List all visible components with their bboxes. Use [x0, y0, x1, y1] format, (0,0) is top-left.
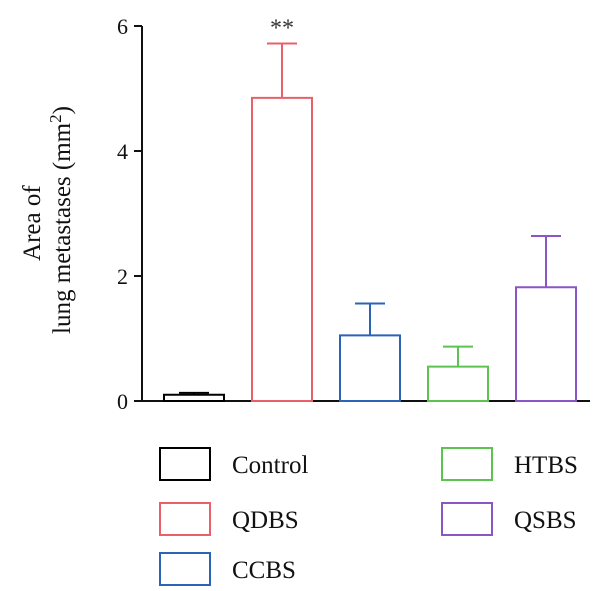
legend-label-qsbs: QSBS — [514, 507, 577, 534]
legend-swatch-qsbs — [441, 502, 493, 536]
y-axis: 0 2 4 6 — [117, 14, 590, 414]
y-axis-label-line1: Area of — [19, 185, 46, 261]
y-tick-label: 4 — [117, 139, 128, 164]
legend: Control QDBS CCBS HTBS QSBS — [159, 447, 578, 586]
legend-swatch-qdbs — [159, 502, 211, 536]
legend-swatch-htbs — [441, 447, 493, 481]
y-axis-label-close: ) — [49, 106, 76, 114]
bar-qdbs — [251, 96, 313, 402]
legend-label-control: Control — [232, 452, 308, 479]
bar-ccbs — [339, 334, 401, 402]
y-tick-label: 2 — [117, 264, 128, 289]
bars: ** — [163, 16, 577, 402]
bar-qsbs — [515, 286, 577, 402]
legend-label-ccbs: CCBS — [232, 557, 296, 584]
legend-label-qdbs: QDBS — [232, 507, 299, 534]
y-tick-label: 6 — [117, 14, 128, 39]
bar-htbs — [427, 365, 489, 402]
y-axis-label-superscript: 2 — [46, 114, 65, 123]
legend-swatch-ccbs — [159, 552, 211, 586]
legend-swatch-control — [159, 447, 211, 481]
legend-label-htbs: HTBS — [514, 452, 578, 479]
significance-marker: ** — [270, 16, 294, 42]
y-axis-label-line2: lung metastases (mm2) — [46, 106, 77, 334]
y-tick-label: 0 — [117, 389, 128, 414]
y-axis-label: Area of lung metastases (mm2) — [19, 106, 76, 334]
bar-control — [163, 393, 225, 402]
